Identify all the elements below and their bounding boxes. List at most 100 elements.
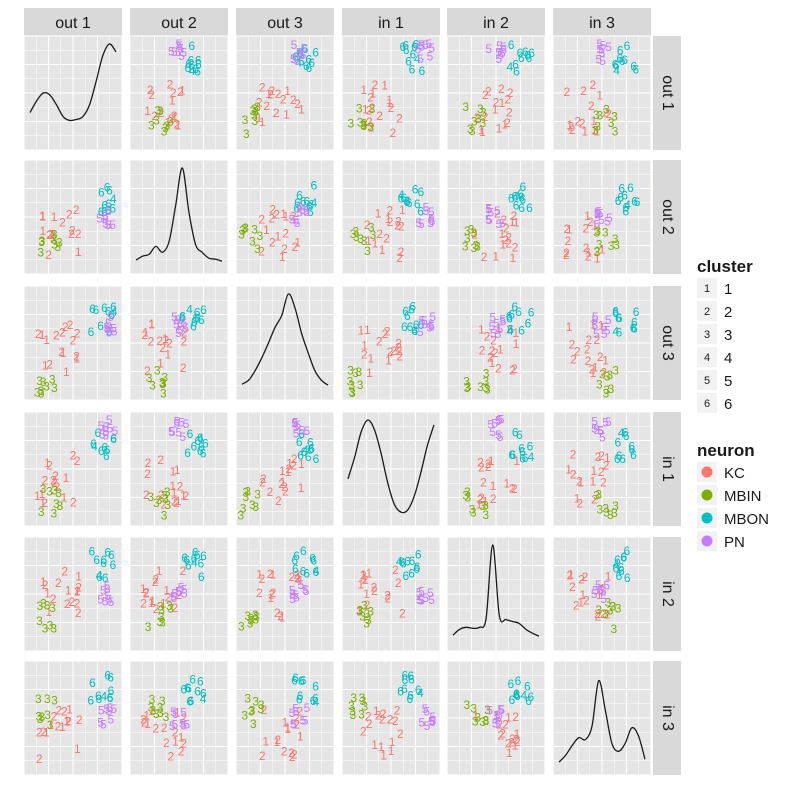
point-label: 2 (58, 345, 65, 359)
point-label: 3 (57, 499, 64, 513)
point-label: 2 (74, 585, 81, 599)
point-label: 6 (405, 54, 412, 68)
point-label: 3 (37, 245, 44, 259)
point-label: 2 (145, 456, 152, 470)
point-label: 2 (171, 495, 178, 509)
point-label: 2 (291, 452, 298, 466)
point-label: 6 (619, 452, 626, 466)
point-label: 1 (175, 119, 182, 133)
point-label: 2 (584, 343, 591, 357)
point-label: 1 (381, 78, 388, 92)
point-label: 5 (495, 718, 502, 732)
point-label: 6 (618, 560, 625, 574)
point-label: 2 (487, 351, 494, 365)
point-label: 1 (513, 215, 520, 229)
point-label: 2 (484, 330, 491, 344)
legend-key-glyph: 6 (704, 398, 710, 410)
point-label: 5 (594, 208, 601, 222)
legend-key (697, 324, 717, 344)
point-label: 5 (598, 424, 605, 438)
point-label: 1 (144, 717, 151, 731)
point-label: 6 (409, 62, 416, 76)
point-label: 2 (598, 465, 605, 479)
point-label: 5 (415, 42, 422, 56)
point-label: 3 (593, 488, 600, 502)
point-label: 5 (289, 592, 296, 606)
point-label: 1 (75, 570, 82, 584)
point-label: 6 (518, 190, 525, 204)
point-label: 5 (498, 703, 505, 717)
point-label: 1 (582, 125, 589, 139)
point-label: 6 (195, 434, 202, 448)
point-label: 2 (171, 109, 178, 123)
point-label: 6 (313, 565, 320, 579)
point-label: 3 (158, 610, 165, 624)
point-label: 2 (376, 227, 383, 241)
point-label: 6 (519, 452, 526, 466)
point-label: 3 (361, 598, 368, 612)
point-label: 2 (364, 598, 371, 612)
point-label: 1 (39, 328, 46, 342)
point-label: 3 (160, 386, 167, 400)
point-label: 1 (366, 366, 373, 380)
point-label: 3 (482, 499, 489, 513)
point-label: 6 (297, 46, 304, 60)
point-label: 1 (47, 718, 54, 732)
point-label: 1 (44, 586, 51, 600)
point-label: 2 (477, 493, 484, 507)
point-label: 3 (479, 715, 486, 729)
point-label: 5 (103, 425, 110, 439)
point-label: 5 (175, 37, 182, 51)
point-label: 3 (164, 498, 171, 512)
point-label: 1 (267, 591, 274, 605)
point-label: 6 (508, 38, 515, 52)
point-label: 1 (295, 570, 302, 584)
point-label: 2 (66, 208, 73, 222)
point-label: 1 (479, 125, 486, 139)
point-label: 6 (621, 550, 628, 564)
point-label: 2 (495, 362, 502, 376)
point-label: 2 (504, 116, 511, 130)
point-label: 3 (153, 496, 160, 510)
point-label: 5 (488, 418, 495, 432)
point-label: 3 (612, 499, 619, 513)
point-label: 3 (347, 375, 354, 389)
point-label: 5 (417, 52, 424, 66)
point-label: 5 (172, 707, 179, 721)
column-strip-bg (553, 8, 651, 36)
point-label: 2 (74, 326, 81, 340)
point-label: 3 (153, 114, 160, 128)
point-label: 5 (423, 705, 430, 719)
point-label: 1 (144, 104, 151, 118)
point-label: 2 (398, 245, 405, 259)
point-label: 1 (284, 722, 291, 736)
point-label: 6 (188, 59, 195, 73)
point-label: 6 (398, 191, 405, 205)
point-label: 3 (159, 376, 166, 390)
point-label: 2 (68, 227, 75, 241)
point-label: 5 (423, 201, 430, 215)
point-label: 3 (602, 607, 609, 621)
point-label: 2 (385, 591, 392, 605)
point-label: 6 (198, 570, 205, 584)
point-label: 2 (53, 329, 60, 343)
point-label: 4 (96, 568, 103, 582)
point-label: 2 (270, 586, 277, 600)
point-label: 2 (502, 233, 509, 247)
point-label: 3 (353, 230, 360, 244)
point-label: 2 (42, 473, 49, 487)
point-label: 5 (596, 53, 603, 67)
point-label: 2 (258, 212, 265, 226)
point-label: 4 (302, 443, 309, 457)
point-label: 3 (467, 122, 474, 136)
point-label: 5 (293, 590, 300, 604)
point-label: 5 (103, 320, 110, 334)
point-label: 6 (309, 551, 316, 565)
point-label: 3 (480, 116, 487, 130)
point-label: 2 (585, 250, 592, 264)
point-label: 3 (43, 379, 50, 393)
point-label: 2 (388, 101, 395, 115)
point-label: 2 (140, 712, 147, 726)
point-label: 3 (50, 507, 57, 521)
point-label: 5 (595, 578, 602, 592)
